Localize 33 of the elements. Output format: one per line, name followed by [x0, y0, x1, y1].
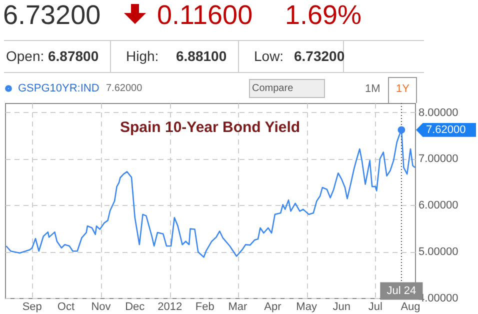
text: 1Y [388, 77, 418, 103]
text: Open: [6, 48, 44, 64]
x-tick-label: 2012 [158, 301, 182, 313]
x-tick-label: Sep [22, 301, 42, 313]
x-tick-label: Dec [125, 301, 146, 313]
x-tick-label: May [296, 301, 318, 313]
x-tick-label: Jun [332, 301, 350, 313]
ref-line-label: Jul 24 [386, 285, 416, 297]
x-tick-label: Aug [400, 301, 420, 313]
text: 7.62000 [106, 83, 142, 94]
y-tick-label: 7.00000 [418, 153, 458, 166]
x-tick-label: Jul [368, 301, 382, 313]
y-tick-label: 5.00000 [418, 246, 458, 258]
text: 6.87800 [48, 48, 99, 64]
text: 6.88100 [176, 48, 227, 64]
annotation: 7.62000 [426, 124, 466, 136]
legend-label: GSPG10YR:IND [18, 82, 100, 94]
x-tick-label: Nov [91, 301, 112, 313]
y-tick-label: 6.00000 [418, 200, 458, 212]
text: 1.69% [285, 0, 362, 31]
y-tick-label: 8.00000 [418, 106, 458, 119]
text: Low: [254, 48, 284, 64]
text: Spain 10-Year Bond Yield [120, 119, 300, 136]
text: 0.11600 [157, 0, 253, 31]
text: 1M [365, 83, 380, 95]
text: 6.73200 [3, 0, 101, 31]
text: High: [126, 48, 159, 64]
x-tick-label: Oct [57, 301, 75, 313]
x-tick-label: Apr [264, 301, 282, 313]
x-tick-label: Feb [195, 301, 214, 313]
text: Compare [249, 79, 325, 98]
text: 6.73200 [294, 48, 345, 64]
x-tick-label: Mar [228, 301, 248, 313]
